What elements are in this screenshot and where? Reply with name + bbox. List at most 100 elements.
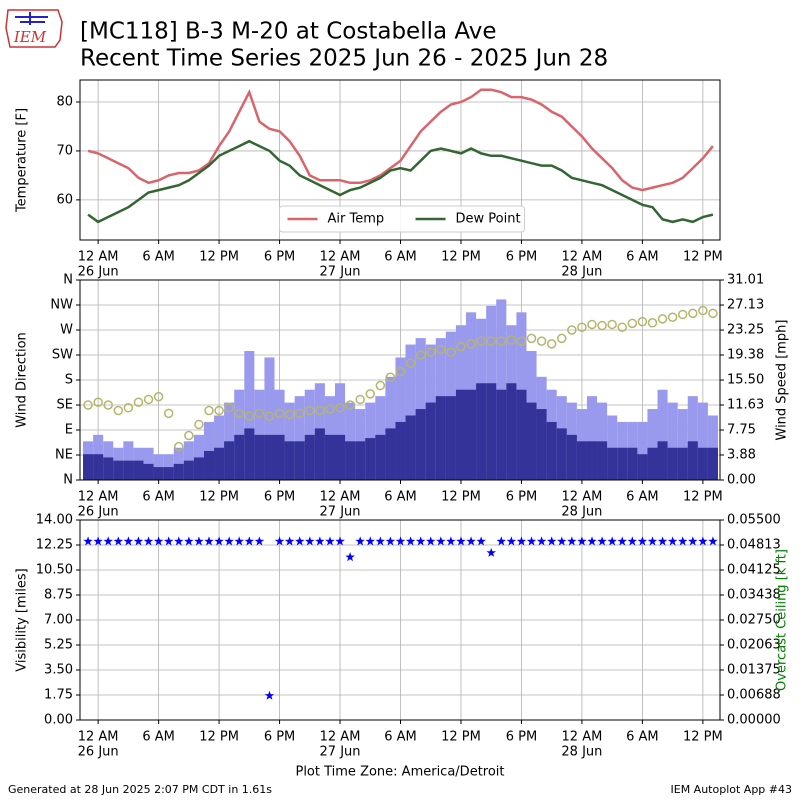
y2-tick-label: 0.03438: [727, 588, 781, 603]
bar: [546, 421, 557, 480]
plot-area: [83, 299, 718, 480]
point: [244, 536, 255, 546]
bar: [294, 441, 305, 480]
point: [254, 536, 265, 546]
point: [405, 358, 416, 369]
point: [93, 536, 103, 546]
point: [355, 536, 365, 546]
x-axis-label: Plot Time Zone: America/Detroit: [295, 765, 504, 780]
point: [506, 536, 517, 546]
line: [87, 88, 714, 192]
point: [567, 536, 577, 546]
point: [163, 408, 174, 419]
point: [607, 536, 617, 546]
bar: [123, 460, 134, 480]
y-tick-label: 10.50: [36, 563, 73, 578]
point: [476, 536, 486, 546]
legend-label: Dew Point: [456, 212, 521, 227]
logo-text: IEM: [13, 28, 47, 46]
x-tick-label: 6 PM: [264, 250, 295, 265]
bar: [244, 428, 255, 480]
point: [637, 536, 648, 546]
y2-tick-label: 0.00: [727, 473, 756, 488]
y2-axis-label: Overcast Ceiling [k ft]: [775, 549, 790, 691]
bar: [526, 402, 537, 480]
x-tick-date: 28 Jun: [561, 265, 602, 280]
footer-app: IEM Autoplot App #43: [671, 783, 793, 796]
bar: [405, 344, 416, 480]
point: [415, 536, 426, 546]
y2-tick-label: 0.04125: [727, 563, 781, 578]
bar: [667, 447, 678, 480]
point: [214, 536, 224, 546]
point: [456, 536, 466, 546]
bar: [294, 396, 305, 480]
logo: IEM: [5, 9, 63, 48]
point: [657, 314, 668, 324]
bar: [677, 447, 688, 480]
bar: [193, 457, 204, 480]
y2-tick-label: 23.25: [727, 323, 764, 338]
bar: [234, 434, 245, 480]
point: [415, 350, 426, 360]
point: [234, 408, 244, 419]
y-tick-label: 70: [56, 143, 73, 158]
bar: [355, 441, 366, 480]
bar: [143, 463, 154, 480]
point: [647, 318, 658, 328]
bar: [375, 434, 386, 480]
x-tick-label: 12 PM: [199, 250, 239, 265]
point: [264, 690, 275, 700]
bar: [657, 389, 668, 480]
bar: [586, 441, 598, 480]
point: [375, 380, 386, 391]
plot-area: [87, 88, 714, 224]
x-tick-date: 27 Jun: [320, 505, 361, 520]
point: [506, 335, 517, 345]
bar: [556, 428, 567, 480]
y-tick-label: 1.75: [44, 688, 73, 703]
point: [617, 322, 627, 332]
bar: [445, 396, 456, 480]
point: [143, 394, 154, 405]
point: [496, 536, 506, 546]
y-tick-label: N: [63, 473, 73, 488]
point: [335, 536, 345, 546]
bar: [224, 441, 235, 480]
point: [587, 319, 597, 330]
x-tick-date: 27 Jun: [320, 745, 361, 760]
bar: [153, 467, 164, 480]
point: [224, 536, 234, 546]
y2-tick-label: 7.75: [727, 423, 756, 438]
point: [597, 536, 607, 546]
point: [133, 397, 144, 407]
point: [335, 403, 345, 413]
x-tick-label: 6 AM: [384, 730, 417, 745]
bar: [254, 434, 265, 480]
x-tick-label: 12 AM: [562, 730, 603, 745]
y2-tick-label: 15.50: [727, 373, 764, 388]
x-tick-date: 26 Jun: [78, 505, 119, 520]
x-tick-date: 27 Jun: [320, 265, 361, 280]
bar: [173, 463, 184, 480]
bar: [103, 457, 114, 480]
y2-tick-label: 0.00000: [727, 713, 781, 728]
y2-tick-label: 19.38: [727, 348, 764, 363]
point: [466, 536, 476, 546]
bar: [304, 434, 315, 480]
y-tick-label: S: [65, 373, 73, 388]
point: [678, 536, 688, 546]
point: [567, 325, 577, 335]
bar: [93, 454, 104, 480]
bar: [264, 434, 275, 480]
point: [254, 408, 265, 419]
x-tick-label: 12 AM: [562, 250, 603, 265]
bar: [274, 434, 285, 480]
y2-axis-label: Wind Speed [mph]: [775, 320, 790, 441]
y2-tick-label: 0.02063: [727, 638, 781, 653]
bar: [324, 434, 335, 480]
point: [698, 536, 708, 546]
x-tick-label: 6 PM: [264, 490, 295, 505]
x-tick-label: 6 AM: [626, 250, 659, 265]
